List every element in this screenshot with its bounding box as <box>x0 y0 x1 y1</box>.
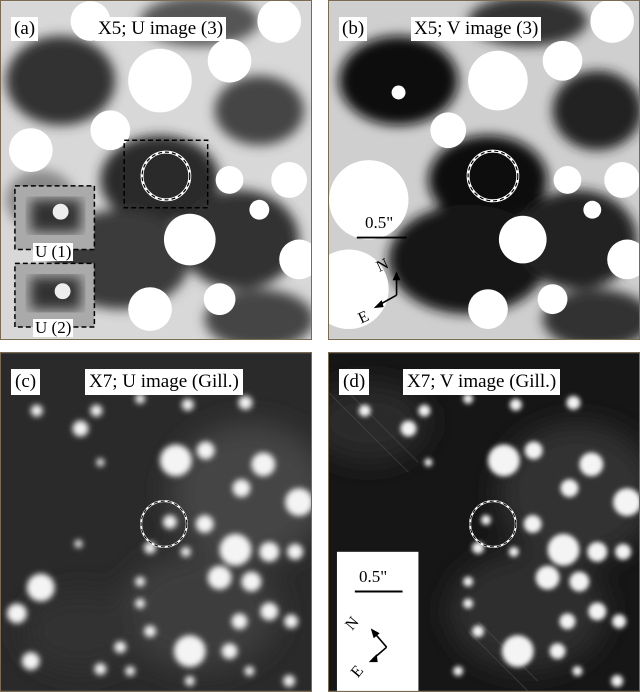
panel-b-image <box>329 1 639 339</box>
panel-d: (d) X7; V image (Gill.) 0.5" N E <box>328 352 640 692</box>
panel-title: X7; U image (Gill.) <box>85 369 243 395</box>
scale-bar-label: 0.5" <box>359 567 388 586</box>
inset-label-u1: U (1) <box>33 242 74 261</box>
panel-title: X7; V image (Gill.) <box>403 369 561 395</box>
panel-d-image <box>329 353 639 691</box>
panel-c: (c) X7; U image (Gill.) <box>0 352 312 692</box>
panel-a-image <box>1 1 311 339</box>
panel-c-image <box>1 353 311 691</box>
panel-b: (b) X5; V image (3) 0.5" N E <box>328 0 640 340</box>
panel-label: (d) <box>339 369 370 395</box>
panel-a: (a) X5; U image (3) U (1) U (2) <box>0 0 312 340</box>
panel-label: (a) <box>11 17 39 41</box>
inset-label-u2: U (2) <box>33 318 74 337</box>
panel-title: X5; U image (3) <box>95 17 227 41</box>
panel-label: (b) <box>339 17 368 41</box>
scale-bar-label: 0.5" <box>365 213 394 232</box>
panel-title: X5; V image (3) <box>411 17 542 41</box>
panel-label: (c) <box>11 369 41 395</box>
